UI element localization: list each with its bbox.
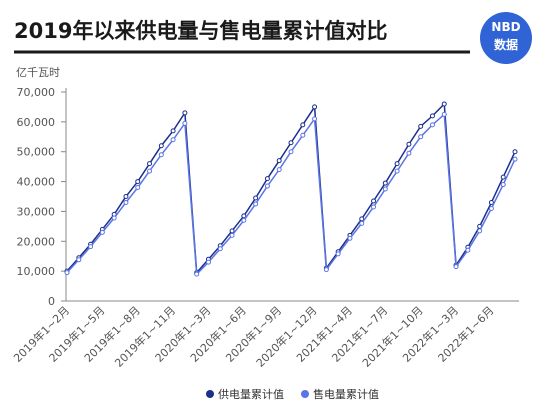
point xyxy=(406,150,412,156)
point xyxy=(394,161,400,167)
point xyxy=(76,257,82,263)
point xyxy=(170,128,176,134)
y-tick-label: 50,000 xyxy=(17,146,56,159)
point xyxy=(170,137,176,143)
point xyxy=(288,149,294,155)
badge-text: NBD xyxy=(491,20,520,34)
point xyxy=(512,156,518,162)
point xyxy=(441,111,447,117)
point xyxy=(182,120,188,126)
point xyxy=(500,182,506,188)
point xyxy=(64,270,70,276)
point xyxy=(335,251,341,257)
point xyxy=(429,113,435,119)
point xyxy=(418,134,424,140)
point xyxy=(382,180,388,186)
legend-label: 供电量累计值 xyxy=(218,387,284,401)
y-tick-label: 20,000 xyxy=(17,235,56,248)
point xyxy=(512,149,518,155)
point xyxy=(300,132,306,138)
point xyxy=(147,168,153,174)
point xyxy=(217,246,223,252)
point xyxy=(359,220,365,226)
point xyxy=(111,215,117,221)
badge xyxy=(480,12,532,64)
point xyxy=(135,179,141,185)
point xyxy=(241,217,247,223)
point xyxy=(465,247,471,253)
legend-marker xyxy=(301,390,309,398)
point xyxy=(312,116,318,122)
point xyxy=(312,104,318,110)
y-tick-label: 40,000 xyxy=(17,176,56,189)
y-tick-label: 30,000 xyxy=(17,205,56,218)
point xyxy=(253,201,259,207)
point xyxy=(182,110,188,116)
point xyxy=(406,141,412,147)
point xyxy=(500,174,506,180)
point xyxy=(300,122,306,128)
legend-marker xyxy=(206,390,214,398)
point xyxy=(371,204,377,210)
point xyxy=(253,195,259,201)
point xyxy=(135,185,141,191)
point xyxy=(88,244,94,250)
point xyxy=(288,140,294,146)
point xyxy=(194,271,200,277)
point xyxy=(264,183,270,189)
point xyxy=(477,228,483,234)
point xyxy=(205,259,211,265)
point xyxy=(276,167,282,173)
point xyxy=(99,229,105,235)
point xyxy=(429,122,435,128)
y-tick-label: 10,000 xyxy=(17,265,56,278)
point xyxy=(394,168,400,174)
y-tick-label: 60,000 xyxy=(17,116,56,129)
point xyxy=(158,152,164,158)
point xyxy=(453,264,459,270)
legend-label: 售电量累计值 xyxy=(313,387,379,401)
point xyxy=(488,205,494,211)
point xyxy=(147,161,153,167)
point xyxy=(323,267,329,273)
series-line xyxy=(66,112,516,276)
y-tick-label: 70,000 xyxy=(17,86,56,99)
series-line xyxy=(66,102,516,275)
x-tick-label: 2021年1~10月 xyxy=(359,303,426,370)
y-tick-label: 0 xyxy=(48,295,55,308)
point xyxy=(123,199,129,205)
point xyxy=(158,143,164,149)
point xyxy=(264,176,270,182)
point xyxy=(382,186,388,192)
point xyxy=(229,228,235,234)
point xyxy=(371,198,377,204)
y-axis-label: 亿千瓦时 xyxy=(16,66,60,79)
point xyxy=(229,232,235,238)
x-tick-label: 2020年1~12月 xyxy=(253,303,320,370)
point xyxy=(123,194,129,199)
chart-title: 2019年以来供电量与售电量累计值对比 xyxy=(14,19,387,43)
point xyxy=(347,235,353,241)
point xyxy=(488,199,494,205)
x-tick-label: 2019年1~11月 xyxy=(112,303,179,370)
point xyxy=(418,123,424,129)
badge-text: 数据 xyxy=(494,37,518,52)
point xyxy=(276,158,282,164)
point xyxy=(441,101,447,107)
